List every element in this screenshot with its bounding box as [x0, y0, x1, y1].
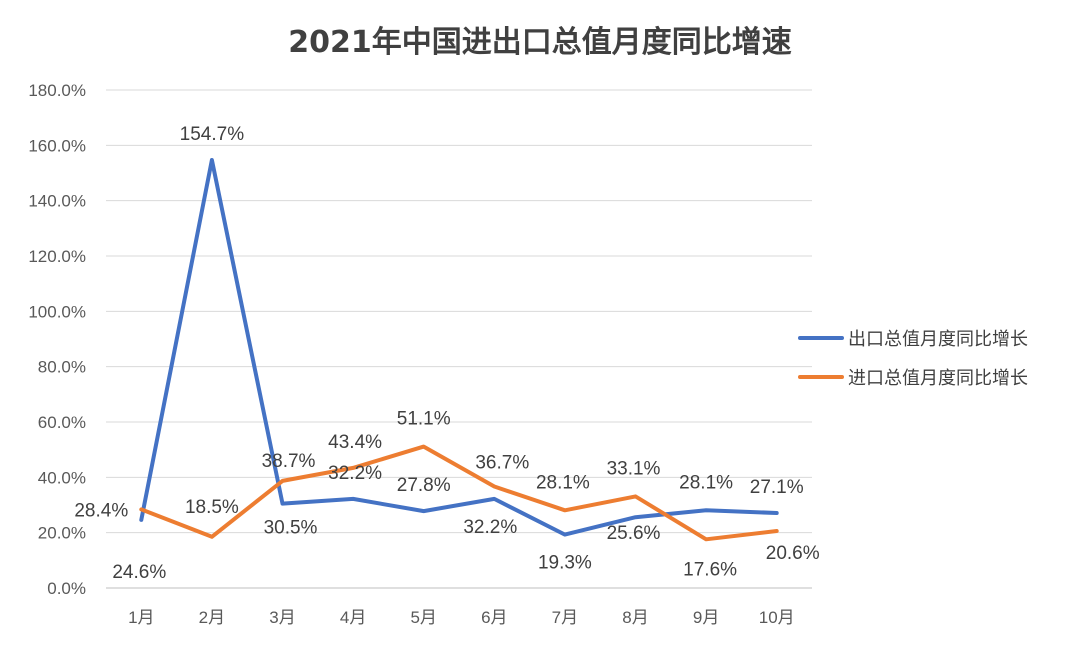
export-data-label: 154.7% [180, 124, 245, 145]
x-tick-label: 6月 [481, 608, 507, 627]
y-tick-label: 80.0% [38, 358, 86, 377]
y-tick-label: 0.0% [47, 579, 86, 598]
import-data-label: 28.1% [536, 472, 590, 493]
export-data-label: 28.1% [679, 472, 733, 493]
import-data-label: 43.4% [328, 432, 382, 453]
x-tick-label: 3月 [269, 608, 295, 627]
import-data-label: 38.7% [262, 451, 316, 472]
export-series-line [139, 158, 779, 537]
x-tick-label: 4月 [340, 608, 366, 627]
x-tick-label: 2月 [199, 608, 225, 627]
series-lines [139, 158, 779, 542]
import-data-label: 36.7% [475, 452, 529, 473]
import-data-label: 20.6% [766, 543, 820, 564]
import-data-label: 18.5% [185, 497, 239, 518]
y-axis-ticks: 0.0% 20.0% 40.0% 60.0% 80.0% 100.0% 120.0% 140.… [28, 81, 86, 598]
y-tick-label: 140.0% [28, 192, 86, 211]
y-tick-label: 160.0% [28, 136, 86, 155]
y-tick-label: 180.0% [28, 81, 86, 100]
legend-import-label: 进口总值月度同比增长 [848, 368, 1028, 389]
export-data-label: 30.5% [264, 518, 318, 539]
y-tick-label: 60.0% [38, 413, 86, 432]
x-tick-label: 8月 [622, 608, 648, 627]
x-axis-ticks: 1月 2月 3月 4月 5月 6月 7月 8月 9月 10月 [128, 608, 795, 627]
import-data-label: 51.1% [397, 409, 451, 430]
export-data-label: 24.6% [112, 562, 166, 583]
export-data-label: 32.2% [328, 463, 382, 484]
y-tick-label: 100.0% [28, 302, 86, 321]
chart-title: 2021年中国进出口总值月度同比增速 [288, 25, 792, 60]
gridlines [106, 89, 812, 589]
export-data-label: 27.1% [750, 477, 804, 498]
data-labels: 24.6% 154.7% 30.5% 32.2% 27.8% 32.2% 19.3% 25.6… [74, 124, 819, 583]
y-tick-label: 120.0% [28, 247, 86, 266]
import-data-label: 17.6% [683, 559, 737, 580]
x-tick-label: 9月 [693, 608, 719, 627]
export-data-label: 25.6% [607, 523, 661, 544]
x-tick-label: 5月 [410, 608, 436, 627]
export-data-label: 27.8% [397, 475, 451, 496]
x-tick-label: 7月 [552, 608, 578, 627]
import-series-line [139, 444, 779, 542]
legend-export-label: 出口总值月度同比增长 [848, 329, 1028, 350]
y-tick-label: 20.0% [38, 524, 86, 543]
y-tick-label: 40.0% [38, 468, 86, 487]
x-tick-label: 1月 [128, 608, 154, 627]
export-data-label: 32.2% [463, 517, 517, 538]
x-tick-label: 10月 [759, 608, 795, 627]
import-data-label: 33.1% [607, 458, 661, 479]
import-data-label: 28.4% [74, 500, 128, 521]
export-data-label: 19.3% [538, 553, 592, 574]
